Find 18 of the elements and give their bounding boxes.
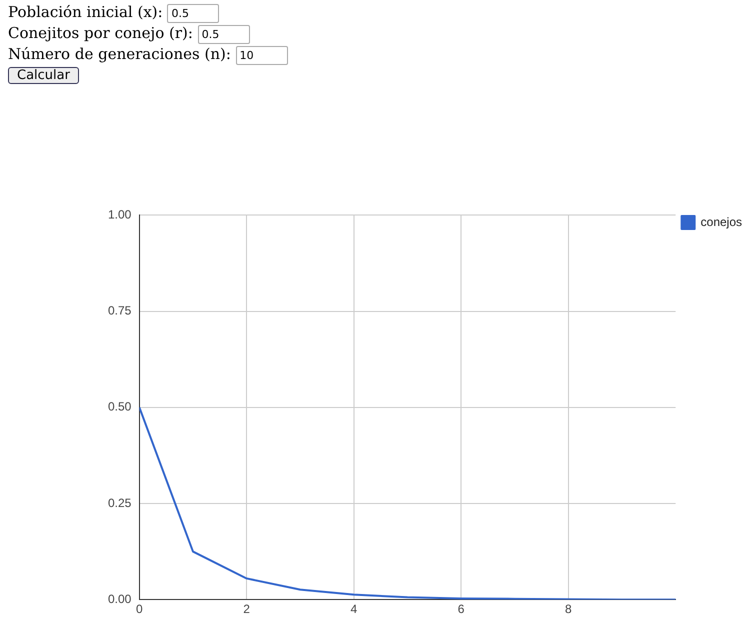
text: Población inicial (x): [8,3,163,21]
x-tick-label: 4 [350,602,358,616]
y-tick-label: 0.25 [108,496,132,510]
button: Calcular [8,67,79,84]
text-field: 0.5 [198,24,250,44]
y-tick-label: 0.75 [108,304,132,318]
y-tick-label: 0.50 [108,400,132,414]
y-tick-label: 1.00 [108,208,132,222]
x-tick-label: 8 [565,602,572,616]
x-tick-label: 0 [136,602,144,616]
y-tick-label: 0.00 [108,592,132,606]
text-field: 0.5 [167,4,220,23]
text-field: 10 [236,46,288,65]
x-tick-label: 2 [243,602,250,616]
x-tick-label: 6 [458,602,465,616]
text: Conejitos por conejo (r): [8,24,193,42]
text: Número de generaciones (n): [8,45,231,63]
legend-label: conejos [700,214,742,229]
